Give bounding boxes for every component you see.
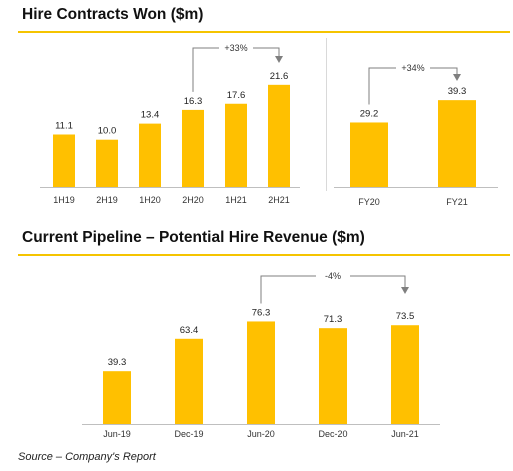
growth-label-bg-chart-2 — [396, 61, 430, 74]
source-note: Source – Company's Report — [18, 451, 156, 463]
bar-jun-19 — [103, 371, 131, 424]
tick-label-dec-19: Dec-19 — [174, 429, 203, 439]
tick-label-jun-19: Jun-19 — [103, 429, 131, 439]
title-underline-bottom — [18, 254, 510, 256]
bar-1h19 — [53, 134, 75, 187]
tick-label-1h20: 1H20 — [139, 195, 161, 205]
tick-label-1h19: 1H19 — [53, 195, 75, 205]
bar-1h20 — [139, 123, 161, 187]
data-label-2h21: 21.6 — [270, 71, 289, 82]
bar-jun-20 — [247, 321, 275, 424]
bar-jun-21 — [391, 325, 419, 424]
growth-label-chart-2: +34% — [401, 63, 424, 73]
data-label-dec-19: 63.4 — [180, 325, 199, 336]
growth-bracket-chart-1 — [192, 47, 280, 92]
bar-fy21 — [438, 100, 476, 187]
data-label-1h19: 11.1 — [55, 120, 73, 131]
bar-dec-20 — [319, 328, 347, 424]
tick-label-dec-20: Dec-20 — [318, 429, 347, 439]
tick-label-2h21: 2H21 — [268, 195, 290, 205]
chart-title-pipeline: Current Pipeline – Potential Hire Revenu… — [22, 229, 365, 246]
tick-label-jun-20: Jun-20 — [247, 429, 275, 439]
tick-label-fy21: FY21 — [446, 197, 468, 207]
growth-arrowhead-chart-1 — [275, 56, 283, 63]
bar-fy20 — [350, 122, 388, 187]
bar-dec-19 — [175, 338, 203, 424]
bar-2h20 — [182, 109, 204, 187]
tick-label-fy20: FY20 — [358, 197, 380, 207]
data-label-2h20: 16.3 — [184, 96, 203, 107]
panel-divider — [326, 38, 327, 191]
data-label-2h19: 10.0 — [98, 126, 117, 137]
title-underline-top — [18, 31, 510, 33]
growth-arrowhead-chart-3 — [401, 287, 409, 294]
growth-arrowhead-chart-2 — [453, 74, 461, 81]
data-label-jun-20: 76.3 — [252, 307, 271, 318]
data-label-dec-20: 71.3 — [324, 314, 343, 325]
growth-label-chart-1: +33% — [224, 43, 247, 53]
data-label-jun-19: 39.3 — [108, 357, 127, 368]
data-label-jun-21: 73.5 — [396, 311, 415, 322]
bar-2h19 — [96, 139, 118, 187]
tick-label-jun-21: Jun-21 — [391, 429, 419, 439]
bar-1h21 — [225, 103, 247, 187]
data-label-1h20: 13.4 — [141, 110, 160, 121]
tick-label-1h21: 1H21 — [225, 195, 247, 205]
bar-2h21 — [268, 84, 290, 187]
growth-label-chart-3: -4% — [325, 271, 341, 281]
data-label-fy20: 29.2 — [360, 108, 379, 119]
tick-label-2h20: 2H20 — [182, 195, 204, 205]
chart-title-hire-contracts: Hire Contracts Won ($m) — [22, 6, 204, 23]
growth-label-bg-chart-3 — [316, 269, 350, 282]
tick-label-2h19: 2H19 — [96, 195, 118, 205]
data-label-fy21: 39.3 — [448, 86, 467, 97]
growth-label-bg-chart-1 — [219, 41, 253, 54]
data-label-1h21: 17.6 — [227, 90, 246, 101]
